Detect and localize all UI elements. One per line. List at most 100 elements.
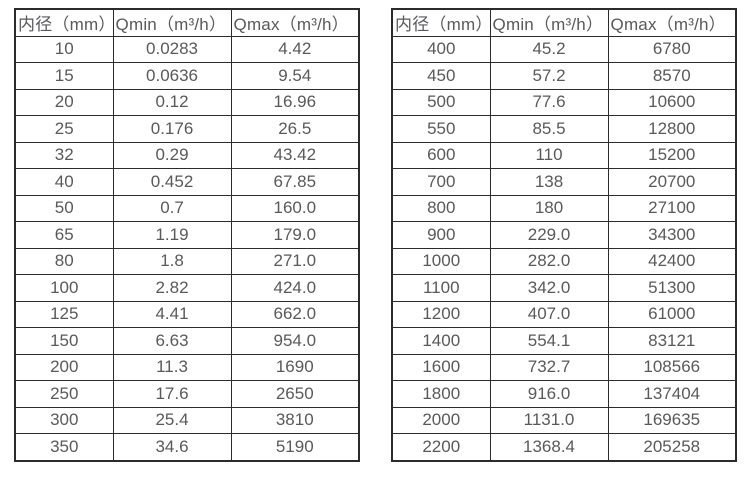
table-cell: 350: [14, 433, 114, 461]
table-cell: 50: [14, 194, 114, 222]
table-cell: 0.452: [112, 168, 232, 196]
table-row: 32 0.29 43.42: [14, 141, 360, 169]
table-cell: 169635: [607, 406, 737, 434]
table-cell: 110: [489, 141, 609, 169]
table-cell: 45.2: [489, 35, 609, 63]
table-cell: 400: [391, 35, 491, 63]
table-cell: 8570: [607, 62, 737, 90]
table-cell: 342.0: [489, 274, 609, 302]
table-cell: 3810: [230, 406, 360, 434]
tables-container: 内径（mm） Qmin（m³/h） Qmax（m³/h） 10 0.0283 4.42 1…: [14, 8, 737, 462]
table-cell: 0.29: [112, 141, 232, 169]
table-cell: 15200: [607, 141, 737, 169]
table-cell: 662.0: [230, 300, 360, 328]
table-cell: 250: [14, 380, 114, 408]
table-body: 400 45.2 6780 450 57.2 8570 500 77.6 10600 550 85.…: [391, 35, 737, 461]
table-row: 1600 732.7 108566: [391, 353, 737, 381]
table-row: 500 77.6 10600: [391, 88, 737, 116]
table-cell: 550: [391, 115, 491, 143]
flow-rate-table-right: 内径（mm） Qmin（m³/h） Qmax（m³/h） 400 45.2 6780 45…: [391, 8, 737, 462]
table-cell: 16.96: [230, 88, 360, 116]
table-cell: 600: [391, 141, 491, 169]
table-cell: 77.6: [489, 88, 609, 116]
table-cell: 160.0: [230, 194, 360, 222]
table-cell: 40: [14, 168, 114, 196]
table-cell: 282.0: [489, 247, 609, 275]
table-cell: 1368.4: [489, 433, 609, 461]
table-row: 1400 554.1 83121: [391, 327, 737, 355]
table-cell: 2650: [230, 380, 360, 408]
table-cell: 27100: [607, 194, 737, 222]
table-cell: 954.0: [230, 327, 360, 355]
flow-rate-table-left: 内径（mm） Qmin（m³/h） Qmax（m³/h） 10 0.0283 4.42 1…: [14, 8, 360, 462]
table-cell: 450: [391, 62, 491, 90]
table-row: 100 2.82 424.0: [14, 274, 360, 302]
table-cell: 180: [489, 194, 609, 222]
table-row: 600 110 15200: [391, 141, 737, 169]
table-row: 1100 342.0 51300: [391, 274, 737, 302]
table-cell: 138: [489, 168, 609, 196]
table-cell: 1100: [391, 274, 491, 302]
table-cell: 1600: [391, 353, 491, 381]
table-row: 65 1.19 179.0: [14, 221, 360, 249]
table-cell: 1400: [391, 327, 491, 355]
table-cell: 34300: [607, 221, 737, 249]
table-cell: 0.0283: [112, 35, 232, 63]
table-cell: 229.0: [489, 221, 609, 249]
table-cell: 179.0: [230, 221, 360, 249]
table-cell: 300: [14, 406, 114, 434]
table-cell: 20: [14, 88, 114, 116]
table-body: 10 0.0283 4.42 15 0.0636 9.54 20 0.12 16.96 25 0.1…: [14, 35, 360, 461]
table-row: 400 45.2 6780: [391, 35, 737, 63]
table-row: 25 0.176 26.5: [14, 115, 360, 143]
table-cell: 26.5: [230, 115, 360, 143]
table-cell: 17.6: [112, 380, 232, 408]
table-cell: 67.85: [230, 168, 360, 196]
table-cell: 42400: [607, 247, 737, 275]
table-cell: 0.7: [112, 194, 232, 222]
table-cell: 9.54: [230, 62, 360, 90]
column-header: Qmax（m³/h）: [607, 8, 737, 37]
table-row: 300 25.4 3810: [14, 406, 360, 434]
table-cell: 205258: [607, 433, 737, 461]
table-cell: 500: [391, 88, 491, 116]
column-header: 内径（mm）: [14, 8, 114, 37]
table-cell: 407.0: [489, 300, 609, 328]
table-cell: 150: [14, 327, 114, 355]
table-cell: 125: [14, 300, 114, 328]
table-cell: 10: [14, 35, 114, 63]
table-cell: 1800: [391, 380, 491, 408]
column-header: Qmax（m³/h）: [230, 8, 360, 37]
table-cell: 4.41: [112, 300, 232, 328]
table-cell: 6780: [607, 35, 737, 63]
table-cell: 1200: [391, 300, 491, 328]
table-cell: 4.42: [230, 35, 360, 63]
table-cell: 424.0: [230, 274, 360, 302]
table-row: 1000 282.0 42400: [391, 247, 737, 275]
table-cell: 554.1: [489, 327, 609, 355]
table-cell: 1.19: [112, 221, 232, 249]
table-row: 80 1.8 271.0: [14, 247, 360, 275]
table-cell: 271.0: [230, 247, 360, 275]
column-header: Qmin（m³/h）: [489, 8, 609, 37]
header-row: 内径（mm） Qmin（m³/h） Qmax（m³/h）: [391, 8, 737, 37]
header-row: 内径（mm） Qmin（m³/h） Qmax（m³/h）: [14, 8, 360, 37]
table-cell: 65: [14, 221, 114, 249]
column-header: 内径（mm）: [391, 8, 491, 37]
table-cell: 200: [14, 353, 114, 381]
table-cell: 800: [391, 194, 491, 222]
table-cell: 2.82: [112, 274, 232, 302]
table-cell: 0.12: [112, 88, 232, 116]
table-cell: 10600: [607, 88, 737, 116]
table-cell: 1131.0: [489, 406, 609, 434]
table-cell: 100: [14, 274, 114, 302]
table-cell: 83121: [607, 327, 737, 355]
table-cell: 2000: [391, 406, 491, 434]
table-cell: 32: [14, 141, 114, 169]
table-row: 15 0.0636 9.54: [14, 62, 360, 90]
table-cell: 20700: [607, 168, 737, 196]
table-row: 250 17.6 2650: [14, 380, 360, 408]
table-cell: 732.7: [489, 353, 609, 381]
table-cell: 137404: [607, 380, 737, 408]
table-row: 20 0.12 16.96: [14, 88, 360, 116]
